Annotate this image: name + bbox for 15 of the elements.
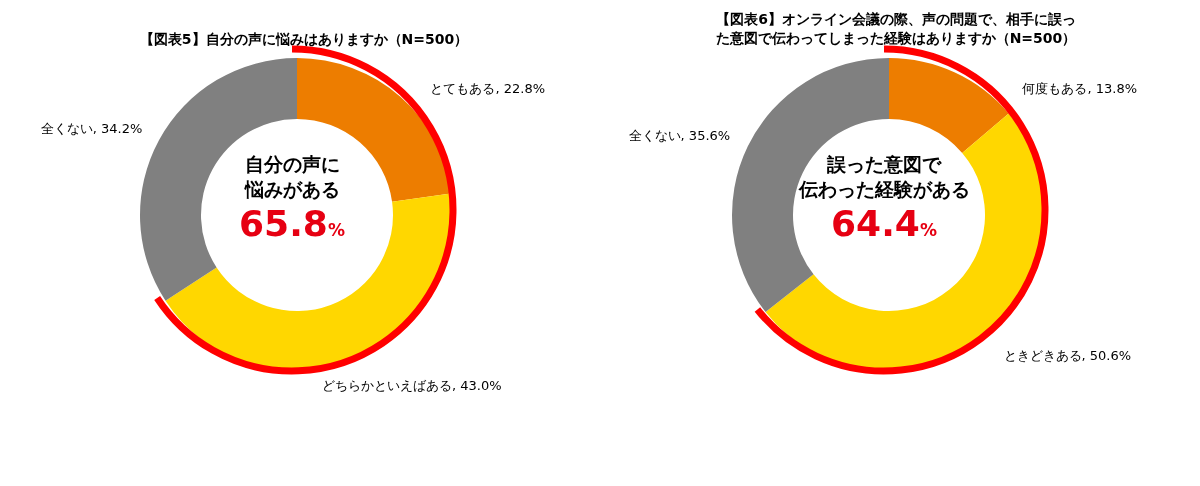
text: 誤った意図で <box>826 152 943 177</box>
slice-label: とてもある, 22.8% <box>430 80 546 96</box>
donut-slice <box>889 58 1009 153</box>
text: 伝わった経験がある <box>797 177 971 202</box>
text: 65.8% <box>239 203 345 244</box>
slice-label: ときどきある, 50.6% <box>1003 348 1132 364</box>
text: 64.4% <box>831 203 937 244</box>
slice-label: 全くない, 35.6% <box>628 127 731 143</box>
chart-title: 【図表6】オンライン会議の際、声の問題で、相手に誤った意図で伝わってしまった経験はありますか（N=500） <box>714 10 1078 48</box>
slice-label: 何度もある, 13.8% <box>1022 80 1138 96</box>
slice-label: どちらかといえばある, 43.0% <box>322 377 502 393</box>
slice-label: 全くない, 34.2% <box>40 120 143 136</box>
text: 悩みがある <box>243 177 341 202</box>
text: 自分の声に <box>243 152 341 177</box>
chart-title: 【図表5】自分の声に悩みはありますか（N=500） <box>138 30 470 49</box>
